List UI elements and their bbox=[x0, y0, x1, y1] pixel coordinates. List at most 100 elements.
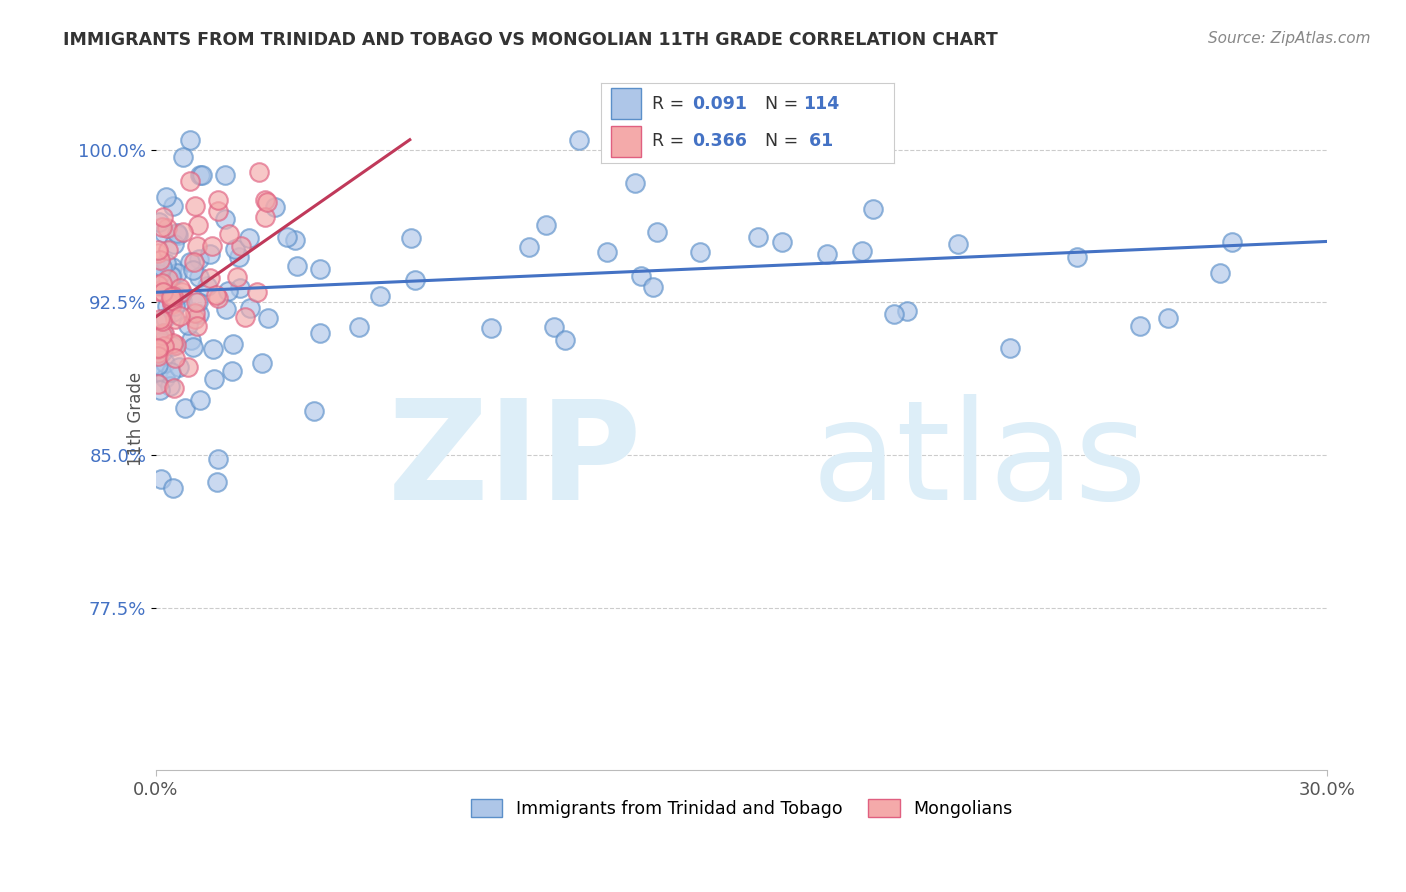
Point bbox=[146, 346, 169, 360]
Point bbox=[202, 343, 225, 357]
Point bbox=[160, 293, 183, 307]
Point bbox=[747, 230, 769, 244]
Point bbox=[156, 221, 179, 235]
Point bbox=[179, 255, 201, 269]
Point bbox=[152, 210, 174, 224]
Point bbox=[630, 268, 652, 283]
Point bbox=[250, 356, 273, 370]
Point bbox=[148, 215, 170, 229]
Point bbox=[187, 269, 209, 284]
Point bbox=[172, 225, 194, 239]
Point bbox=[152, 274, 174, 288]
Point bbox=[153, 279, 176, 293]
Point bbox=[152, 285, 174, 300]
Y-axis label: 11th Grade: 11th Grade bbox=[127, 372, 145, 467]
Point bbox=[302, 403, 325, 417]
Point bbox=[163, 236, 186, 251]
Point bbox=[543, 320, 565, 334]
Point bbox=[162, 289, 184, 303]
Point bbox=[862, 202, 884, 216]
Point bbox=[149, 252, 172, 267]
Point bbox=[276, 230, 298, 244]
Point bbox=[596, 244, 619, 259]
Point bbox=[264, 200, 287, 214]
Point bbox=[187, 252, 209, 266]
Point bbox=[205, 475, 228, 490]
Point bbox=[149, 267, 172, 281]
Point bbox=[1157, 311, 1180, 326]
Point bbox=[146, 358, 169, 372]
Point bbox=[183, 254, 205, 268]
Point bbox=[156, 299, 179, 313]
Point bbox=[155, 274, 177, 288]
Point bbox=[150, 260, 173, 274]
Point bbox=[148, 328, 170, 343]
Text: IMMIGRANTS FROM TRINIDAD AND TOBAGO VS MONGOLIAN 11TH GRADE CORRELATION CHART: IMMIGRANTS FROM TRINIDAD AND TOBAGO VS M… bbox=[63, 31, 998, 49]
Point bbox=[624, 176, 647, 190]
Point bbox=[177, 318, 200, 333]
Point bbox=[568, 133, 591, 147]
Point bbox=[517, 239, 540, 253]
Point bbox=[163, 381, 186, 395]
Point bbox=[149, 335, 172, 350]
Point bbox=[254, 193, 277, 207]
Point bbox=[148, 377, 170, 392]
Point bbox=[201, 239, 224, 253]
Point bbox=[184, 199, 207, 213]
Point bbox=[188, 168, 211, 182]
Point bbox=[399, 230, 422, 244]
Point bbox=[224, 242, 246, 256]
Point bbox=[148, 277, 170, 292]
Point bbox=[218, 227, 240, 241]
Point bbox=[247, 165, 270, 179]
Point bbox=[198, 247, 221, 261]
Point bbox=[225, 270, 247, 285]
Point bbox=[159, 379, 181, 393]
Point bbox=[308, 326, 330, 340]
Point bbox=[162, 339, 184, 353]
Point bbox=[179, 134, 201, 148]
Point bbox=[163, 300, 186, 314]
Point bbox=[162, 335, 184, 350]
Point bbox=[159, 365, 181, 379]
Point bbox=[146, 279, 169, 293]
Point bbox=[149, 383, 172, 397]
Point bbox=[347, 320, 370, 334]
Point bbox=[187, 218, 209, 232]
Point bbox=[896, 304, 918, 318]
Point bbox=[169, 310, 191, 324]
Point bbox=[148, 267, 170, 281]
Point bbox=[228, 250, 250, 264]
Point bbox=[554, 333, 576, 347]
Point bbox=[202, 372, 225, 386]
Text: atlas: atlas bbox=[813, 394, 1147, 529]
Point bbox=[851, 244, 873, 258]
Point bbox=[188, 307, 211, 321]
Point bbox=[284, 233, 307, 247]
Point bbox=[146, 245, 169, 260]
Point bbox=[149, 472, 172, 486]
Point bbox=[228, 281, 250, 295]
Point bbox=[641, 280, 664, 294]
Point bbox=[181, 340, 204, 354]
Point bbox=[156, 272, 179, 286]
Point bbox=[162, 305, 184, 319]
Point bbox=[285, 259, 308, 273]
Point bbox=[150, 345, 173, 359]
Point bbox=[150, 314, 173, 328]
Point bbox=[770, 235, 793, 249]
Point bbox=[167, 228, 190, 243]
Point bbox=[479, 320, 502, 334]
Point bbox=[309, 262, 332, 277]
Point bbox=[167, 359, 190, 374]
Point bbox=[1209, 266, 1232, 280]
Point bbox=[166, 289, 188, 303]
Point bbox=[256, 194, 278, 209]
Point bbox=[946, 237, 969, 252]
Point bbox=[217, 284, 239, 298]
Point bbox=[173, 401, 195, 416]
Point bbox=[172, 285, 194, 299]
Point bbox=[238, 231, 260, 245]
Point bbox=[155, 371, 177, 385]
Point bbox=[253, 210, 276, 224]
